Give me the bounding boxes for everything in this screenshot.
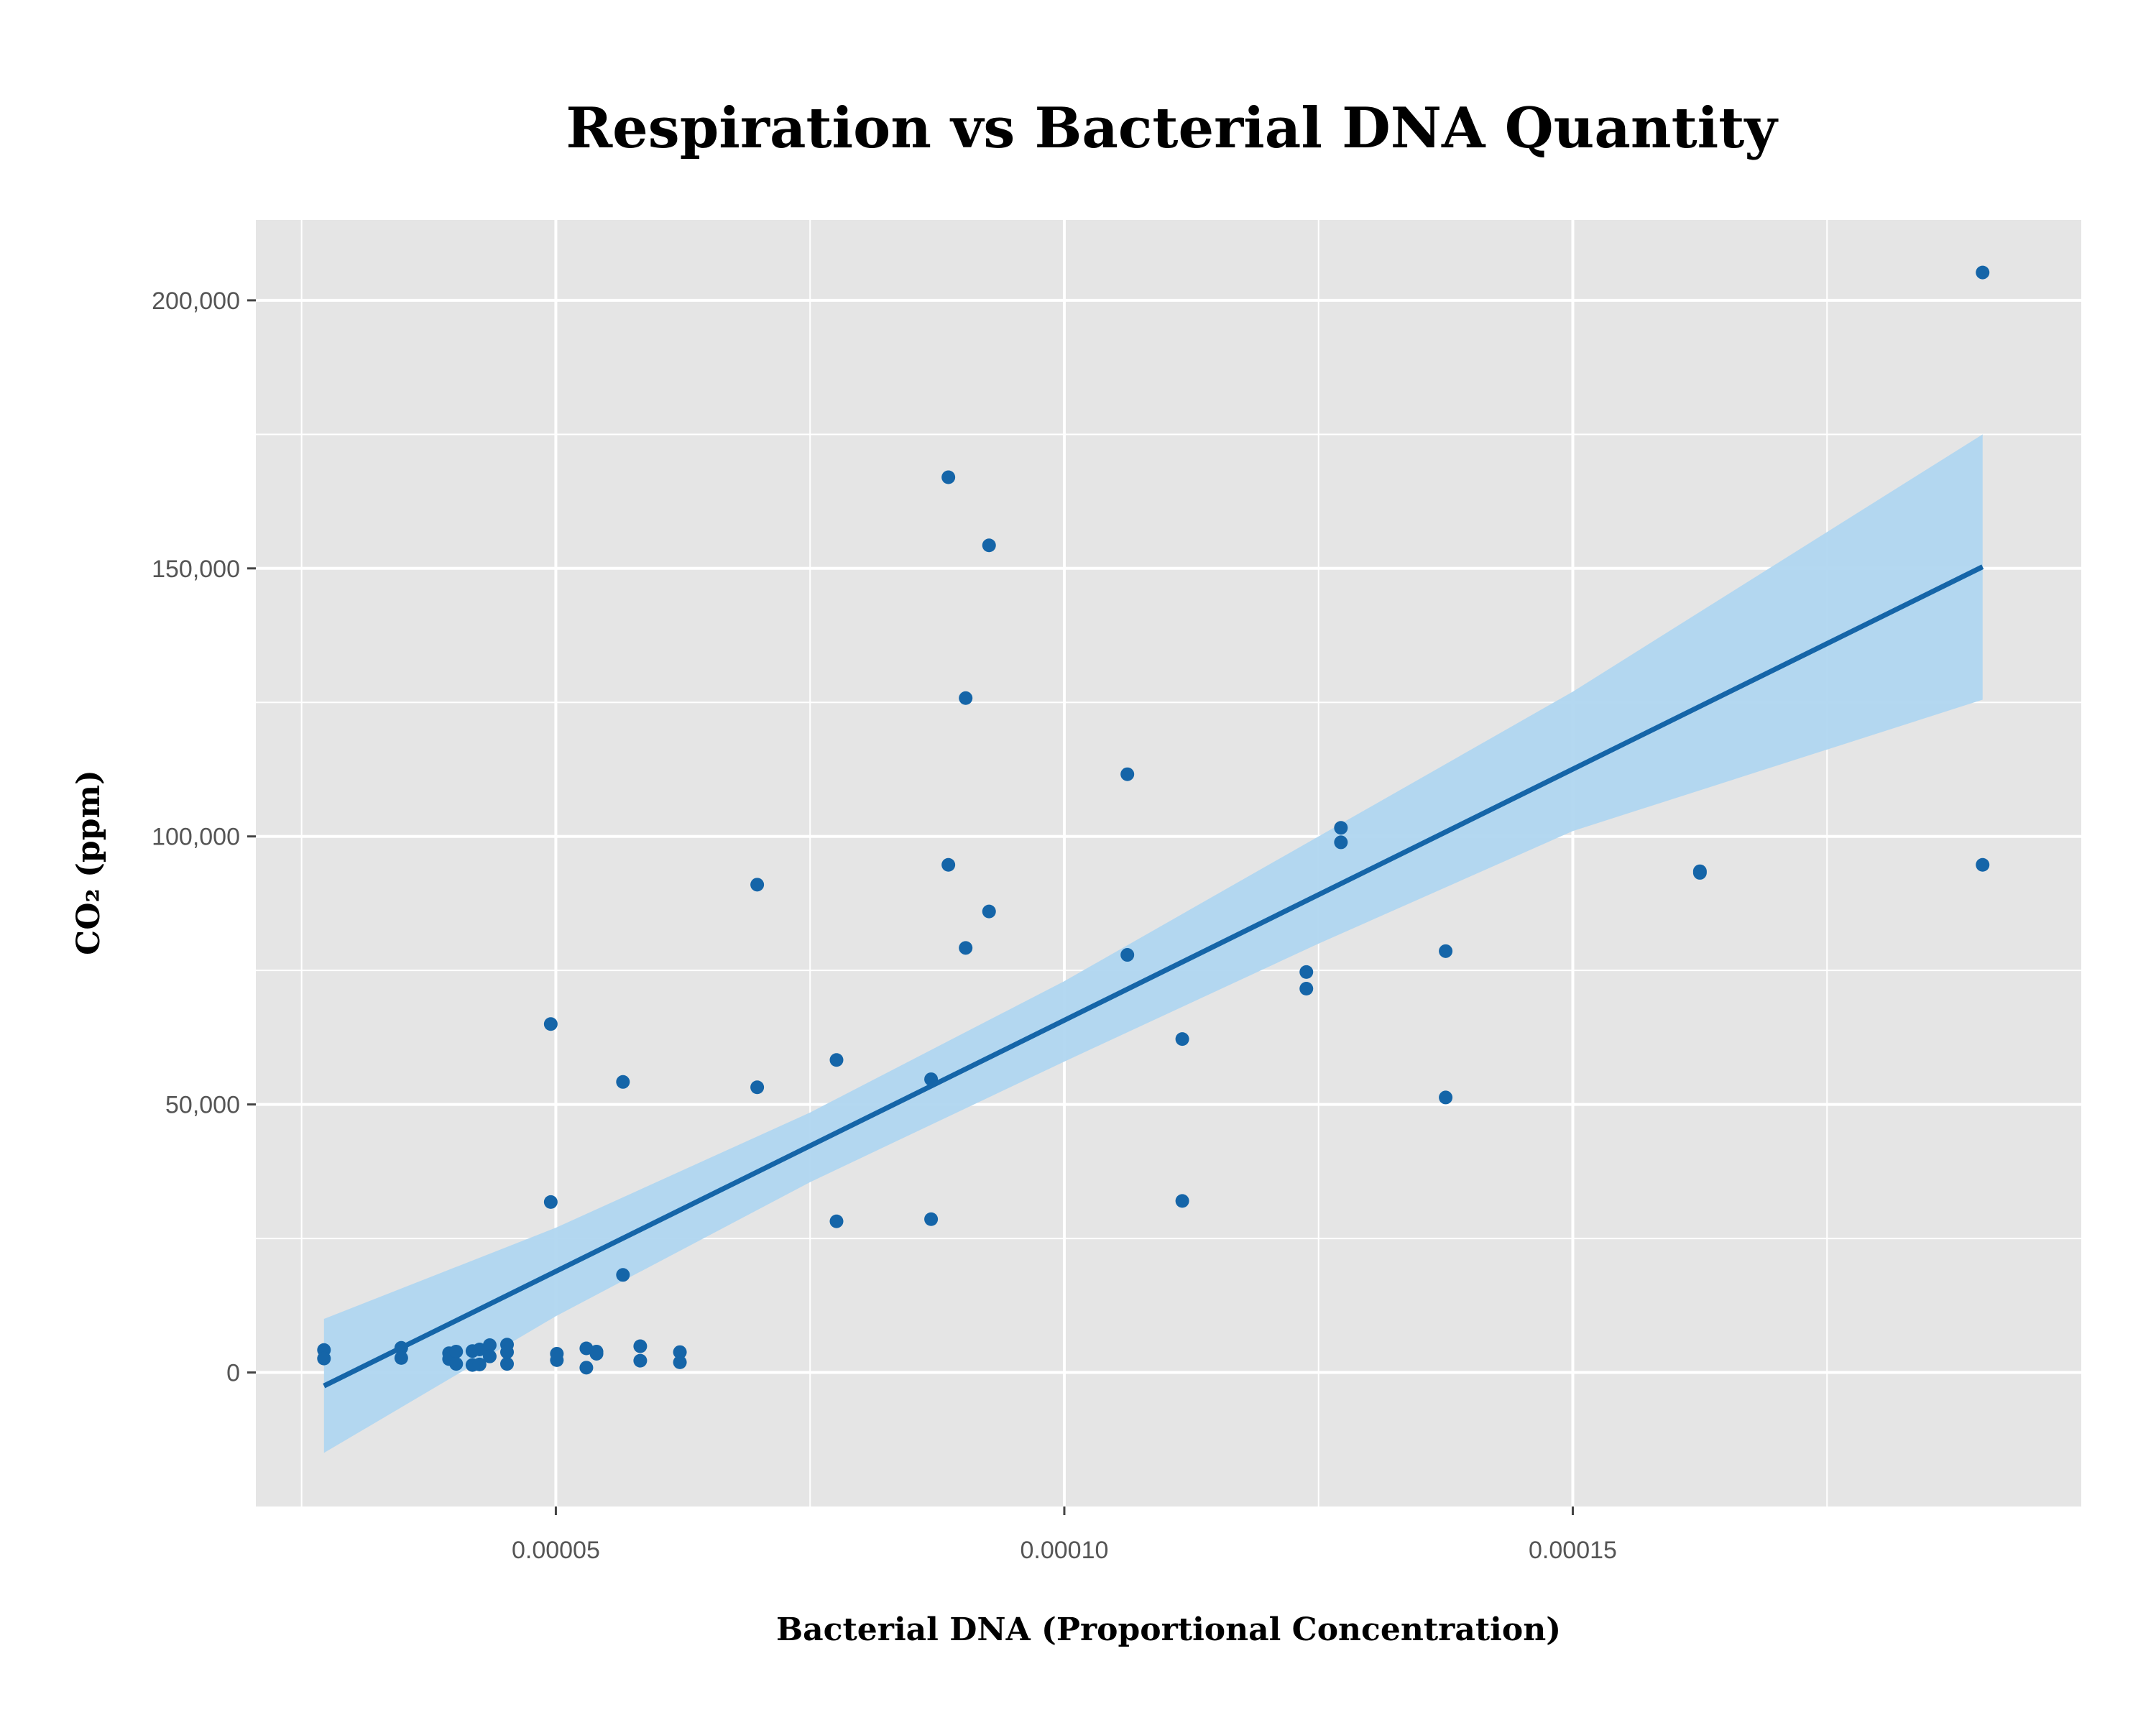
x-tick-label: 0.00005 [512,1537,600,1564]
y-axis-ticks: 0 50,000 100,000 150,000 200,000 [152,288,256,1387]
data-point [1976,857,1990,872]
data-point [616,1268,630,1282]
data-point [1299,982,1314,996]
chart-title: Respiration vs Bacterial DNA Quantity [566,96,1779,161]
data-point [1439,1090,1453,1105]
data-point [633,1339,648,1353]
data-point [449,1344,464,1358]
data-point [543,1017,558,1031]
data-point [1976,265,1990,280]
data-point [394,1351,408,1365]
data-point [673,1345,687,1359]
data-point [673,1355,687,1369]
major-gridlines [256,220,2081,1506]
data-point [959,941,973,955]
data-point [472,1357,487,1371]
y-tick-label: 50,000 [165,1092,240,1119]
data-point [1175,1194,1189,1208]
data-point [750,878,765,892]
data-point [317,1351,331,1366]
y-tick-label: 150,000 [152,556,240,583]
regression-line [323,564,1984,1389]
x-tick-label: 0.00010 [1021,1537,1109,1564]
data-point [1439,944,1453,958]
data-points [317,265,1990,1375]
data-point [924,1212,939,1226]
data-point [982,538,996,553]
data-point [633,1353,648,1368]
data-point [1120,767,1135,781]
x-axis-ticks: 0.00005 0.00010 0.00015 [512,1506,1617,1564]
data-point [543,1195,558,1209]
data-point [482,1338,497,1353]
data-point [616,1075,630,1089]
y-tick-label: 200,000 [152,288,240,315]
confidence-band [323,434,1983,1453]
data-point [1175,1032,1189,1046]
y-axis-title: CO₂ (ppm) [70,770,107,955]
data-point [982,904,996,919]
data-point [1299,965,1314,979]
data-point [550,1353,564,1367]
data-point [482,1349,497,1363]
data-point [579,1361,594,1375]
data-point [589,1346,604,1361]
data-point [941,857,956,872]
data-point [500,1357,515,1371]
data-point [829,1053,844,1067]
data-point [1334,821,1348,835]
data-point [1120,948,1135,962]
data-point [1334,835,1348,850]
x-tick-label: 0.00015 [1529,1537,1617,1564]
data-point [394,1340,408,1355]
data-point [924,1072,939,1087]
data-point [1692,865,1707,880]
data-point [941,470,956,484]
x-axis-title: Bacterial DNA (Proportional Concentratio… [776,1611,1561,1648]
data-point [750,1080,765,1095]
y-tick-label: 0 [226,1360,240,1387]
data-point [500,1345,515,1359]
data-point [959,691,973,705]
data-point [829,1214,844,1228]
y-tick-label: 100,000 [152,824,240,851]
data-point [449,1357,464,1371]
